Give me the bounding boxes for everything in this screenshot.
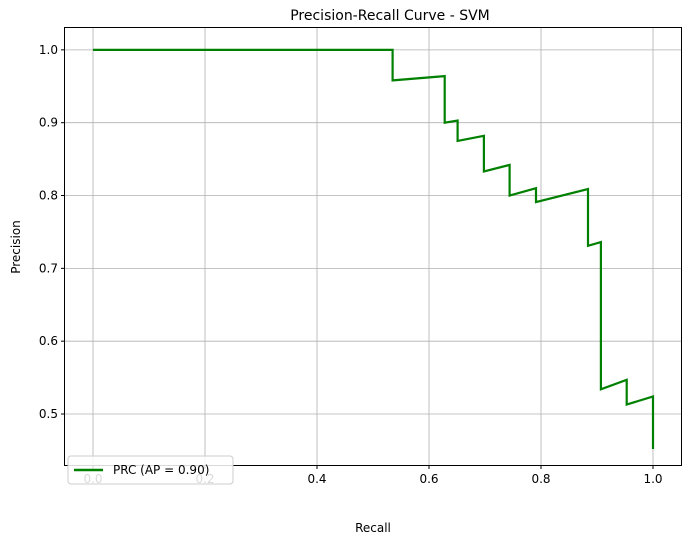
y-tick-label: 0.5 [39,407,58,421]
x-axis-label: Recall [355,521,391,535]
y-tick-label: 0.9 [39,116,58,130]
y-tick-label: 0.6 [39,334,58,348]
axis-ticks: 0.00.20.40.60.81.00.50.60.70.80.91.0 [39,43,663,486]
legend-label: PRC (AP = 0.90) [113,463,209,477]
legend-box [67,455,234,485]
y-axis-label: Precision [9,220,23,274]
y-tick-label: 1.0 [39,43,58,57]
y-tick-label: 0.7 [39,261,58,275]
x-tick-label: 0.8 [531,472,550,486]
series-layer [93,48,655,449]
y-tick-label: 0.8 [39,189,58,203]
chart-title: Precision-Recall Curve - SVM [290,8,490,24]
x-tick-label: 1.0 [643,472,662,486]
x-tick-label: 0.4 [307,472,326,486]
series-line-prc [93,48,655,449]
legend: PRC (AP = 0.90) [67,455,234,485]
plot-frame [64,27,682,466]
x-tick-label: 0.6 [419,472,438,486]
